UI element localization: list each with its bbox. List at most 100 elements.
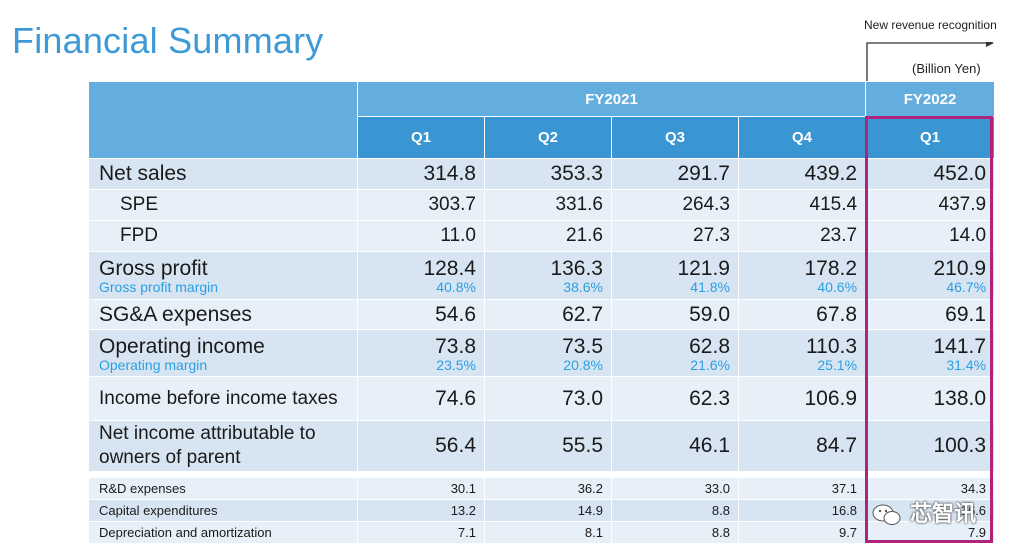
unit-note: (Billion Yen): [912, 61, 981, 76]
cell-value: 7.1: [357, 521, 485, 544]
header-blank-cell: [88, 81, 358, 159]
cell-value: 69.1: [865, 299, 996, 330]
row-label: FPD: [88, 220, 358, 252]
header-fy2022: FY2022: [865, 81, 996, 117]
row-label: Operating income Operating margin: [88, 329, 358, 377]
cell-value: 7.9: [865, 521, 996, 544]
cell-value: 353.3: [484, 158, 612, 190]
table-row-gross-profit: Gross profit Gross profit margin 128.4 40…: [88, 251, 996, 300]
value-main: 136.3: [550, 257, 603, 280]
cell-value: 46.1: [611, 420, 739, 472]
cell-value: 54.6: [357, 299, 485, 330]
cell-value: 100.3: [865, 420, 996, 472]
cell-value: 264.3: [611, 189, 739, 221]
header-q1: Q1: [357, 116, 485, 159]
cell-value: 27.3: [611, 220, 739, 252]
cell-value: 291.7: [611, 158, 739, 190]
cell-value: 55.5: [484, 420, 612, 472]
value-main: 110.3: [806, 334, 858, 358]
table-row-depreciation: Depreciation and amortization 7.1 8.1 8.…: [88, 521, 996, 544]
value-margin: 40.8%: [436, 279, 476, 295]
cell-value: 8.8: [611, 521, 739, 544]
cell-value: 16.8: [737, 499, 867, 522]
cell-value: 73.5 20.8%: [484, 329, 612, 377]
value-margin: 25.1%: [817, 356, 858, 373]
cell-value: 210.9 46.7%: [865, 251, 996, 300]
cell-value: 34.3: [865, 477, 996, 500]
row-label: Gross profit Gross profit margin: [88, 251, 358, 300]
row-label-margin: Operating margin: [99, 356, 208, 373]
cell-value: 11.0: [357, 220, 485, 252]
value-main: 210.9: [933, 257, 987, 280]
cell-value: 16.6: [865, 499, 996, 522]
page-title: Financial Summary: [12, 20, 324, 61]
value-margin: 46.7%: [946, 279, 987, 295]
header-q4: Q4: [737, 116, 867, 159]
cell-value: 452.0: [865, 158, 996, 190]
row-label: Income before income taxes: [88, 376, 358, 421]
table-row-sga: SG&A expenses 54.6 62.7 59.0 67.8 69.1: [88, 299, 996, 330]
cell-value: 37.1: [737, 477, 867, 500]
cell-value: 141.7 31.4%: [865, 329, 996, 377]
cell-value: 314.8: [357, 158, 485, 190]
row-label-main: Gross profit: [99, 257, 208, 280]
cell-value: 8.1: [484, 521, 612, 544]
table-row-rd: R&D expenses 30.1 36.2 33.0 37.1 34.3: [88, 477, 996, 500]
cell-value: 331.6: [484, 189, 612, 221]
value-main: 178.2: [804, 257, 858, 280]
row-label: Net income attributable to owners of par…: [88, 420, 358, 472]
cell-value: 106.9: [737, 376, 867, 421]
value-main: 62.8: [689, 334, 730, 358]
cell-value: 36.2: [484, 477, 612, 500]
value-main: 73.8: [435, 334, 476, 358]
cell-value: 56.4: [357, 420, 485, 472]
row-label: SPE: [88, 189, 358, 221]
row-label-main: Operating income: [99, 334, 265, 358]
value-main: 128.4: [423, 257, 476, 280]
cell-value: 73.8 23.5%: [357, 329, 485, 377]
table-row-operating-income: Operating income Operating margin 73.8 23…: [88, 329, 996, 377]
table-row-spe: SPE 303.7 331.6 264.3 415.4 437.9: [88, 189, 996, 221]
value-margin: 21.6%: [690, 356, 730, 373]
cell-value: 59.0: [611, 299, 739, 330]
cell-value: 23.7: [737, 220, 867, 252]
table-row-net-income: Net income attributable to owners of par…: [88, 420, 996, 472]
row-label-margin: Gross profit margin: [99, 279, 219, 295]
row-label: R&D expenses: [88, 477, 358, 500]
cell-value: 62.3: [611, 376, 739, 421]
header-q3: Q3: [611, 116, 739, 159]
cell-value: 33.0: [611, 477, 739, 500]
cell-value: 21.6: [484, 220, 612, 252]
cell-value: 138.0: [865, 376, 996, 421]
row-label: Depreciation and amortization: [88, 521, 358, 544]
value-margin: 41.8%: [690, 279, 730, 295]
cell-value: 13.2: [357, 499, 485, 522]
value-margin: 40.6%: [817, 279, 858, 295]
cell-value: 303.7: [357, 189, 485, 221]
cell-value: 136.3 38.6%: [484, 251, 612, 300]
cell-value: 9.7: [737, 521, 867, 544]
table-row-fpd: FPD 11.0 21.6 27.3 23.7 14.0: [88, 220, 996, 252]
cell-value: 14.9: [484, 499, 612, 522]
header-q2: Q2: [484, 116, 612, 159]
cell-value: 415.4: [737, 189, 867, 221]
annotation-label: New revenue recognition: [864, 18, 997, 32]
header-fy2022-q1: Q1: [865, 116, 996, 159]
cell-value: 67.8: [737, 299, 867, 330]
table-row-income-before-taxes: Income before income taxes 74.6 73.0 62.…: [88, 376, 996, 421]
cell-value: 178.2 40.6%: [737, 251, 867, 300]
cell-value: 128.4 40.8%: [357, 251, 485, 300]
cell-value: 14.0: [865, 220, 996, 252]
value-main: 121.9: [677, 257, 730, 280]
value-margin: 20.8%: [563, 356, 603, 373]
cell-value: 439.2: [737, 158, 867, 190]
row-label: Net sales: [88, 158, 358, 190]
row-label: SG&A expenses: [88, 299, 358, 330]
cell-value: 121.9 41.8%: [611, 251, 739, 300]
cell-value: 84.7: [737, 420, 867, 472]
table-row-capex: Capital expenditures 13.2 14.9 8.8 16.8 …: [88, 499, 996, 522]
header-fy2021: FY2021: [356, 81, 867, 117]
value-margin: 38.6%: [563, 279, 603, 295]
cell-value: 30.1: [357, 477, 485, 500]
value-main: 73.5: [562, 334, 603, 358]
